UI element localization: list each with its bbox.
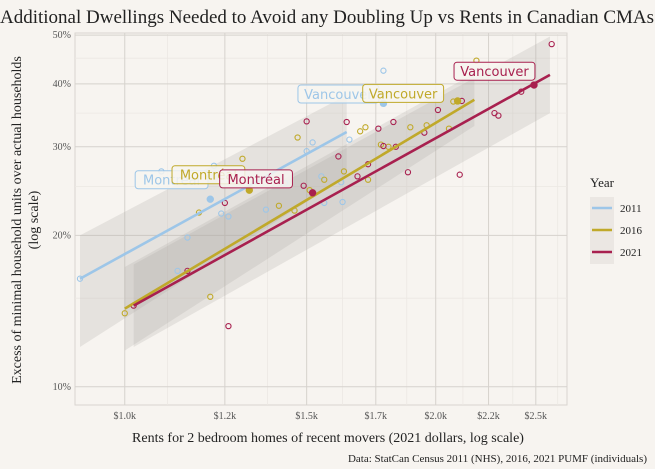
y-tick-label: 20% xyxy=(53,230,71,241)
x-axis-ticks: $1.0k $1.2k $1.5k $1.7k $2.0k $2.2k $2.5k xyxy=(114,411,548,422)
x-axis-title: Rents for 2 bedroom homes of recent move… xyxy=(132,431,524,446)
data-point-2016 xyxy=(239,155,246,162)
data-point-2021 xyxy=(495,112,502,119)
confidence-band-2011 xyxy=(79,95,347,347)
data-point-2011 xyxy=(380,67,387,74)
data-point-2011 xyxy=(262,206,270,213)
trend-line-2011 xyxy=(79,130,348,280)
y-tick-label: 30% xyxy=(53,142,71,153)
plot-panel: VancouverVancouverVancouverMontréalMontr… xyxy=(74,32,568,406)
data-point-2016 xyxy=(121,310,128,317)
data-point-2021 xyxy=(548,40,555,48)
data-point-2011 xyxy=(346,136,353,143)
data-point-2016 xyxy=(294,134,301,141)
annotation-label: Vancouver xyxy=(460,65,529,80)
data-point-2016 xyxy=(407,124,414,131)
x-tick-label: $1.7k xyxy=(365,411,388,422)
data-point-2016 xyxy=(357,128,364,135)
data-point-2011 xyxy=(218,210,225,217)
data-point-2021 xyxy=(225,322,232,330)
legend-title: Year xyxy=(590,175,615,190)
data-point-2011 xyxy=(184,234,191,241)
annotation-label: Vancouver xyxy=(369,87,438,102)
data-point-2016 xyxy=(362,124,369,131)
data-point-2021 xyxy=(375,125,382,132)
y-axis-ticks: 10% 20% 30% 40% 50% xyxy=(53,30,71,393)
chart-title: Additional Dwellings Needed to Avoid any… xyxy=(0,7,654,28)
highlight-point-2011 xyxy=(206,195,214,203)
data-point-2016 xyxy=(207,293,214,300)
data-point-2021 xyxy=(303,118,310,125)
legend: Year 2011 2016 2021 xyxy=(590,175,643,264)
data-point-2021 xyxy=(354,173,361,180)
x-tick-label: $1.0k xyxy=(114,411,137,422)
data-point-2011 xyxy=(309,139,316,146)
x-tick-label: $2.2k xyxy=(477,411,500,422)
data-point-2016 xyxy=(321,176,328,183)
trend-line-2016 xyxy=(124,98,476,310)
y-tick-label: 10% xyxy=(53,382,71,393)
data-point-2016 xyxy=(275,202,283,209)
highlight-point-2021 xyxy=(308,189,317,197)
x-tick-label: $2.0k xyxy=(424,411,447,422)
highlight-point-2021 xyxy=(530,81,538,89)
confidence-band-2016 xyxy=(124,73,475,351)
annotation-label: Vancouver xyxy=(304,88,373,103)
trend-line-2021 xyxy=(133,73,551,307)
y-axis-title-line2: (log scale) xyxy=(27,190,42,249)
data-point-2021 xyxy=(343,118,350,126)
data-point-2021 xyxy=(390,118,397,126)
data-point-2011 xyxy=(225,213,232,220)
y-axis-title-line1: Excess of minimal household units over a… xyxy=(10,56,25,384)
x-tick-label: $1.2k xyxy=(214,411,237,422)
data-point-2011 xyxy=(339,198,346,206)
chart-caption: Data: StatCan Census 2011 (NHS), 2016, 2… xyxy=(348,453,647,465)
data-point-2011 xyxy=(174,267,181,275)
y-tick-label: 40% xyxy=(53,79,71,90)
legend-label: 2021 xyxy=(620,247,642,259)
data-point-2021 xyxy=(456,171,463,178)
legend-label: 2016 xyxy=(620,225,643,237)
data-point-2021 xyxy=(434,106,442,114)
data-point-2021 xyxy=(380,142,387,150)
y-tick-label: 50% xyxy=(53,30,71,41)
annotation-box-2016 xyxy=(362,83,445,103)
data-point-2021 xyxy=(300,182,307,189)
confidence-band-2021 xyxy=(133,36,550,347)
annotation-box-2021 xyxy=(219,169,293,189)
x-tick-label: $2.5k xyxy=(525,411,548,422)
annotation-box-2021 xyxy=(453,61,536,81)
data-point-2021 xyxy=(404,169,412,176)
highlight-point-2016 xyxy=(453,97,462,105)
data-point-2016 xyxy=(340,168,348,175)
legend-label: 2011 xyxy=(620,203,642,215)
data-point-2021 xyxy=(335,153,342,160)
annotation-label: Montréal xyxy=(227,173,284,188)
x-tick-label: $1.5k xyxy=(295,411,318,422)
